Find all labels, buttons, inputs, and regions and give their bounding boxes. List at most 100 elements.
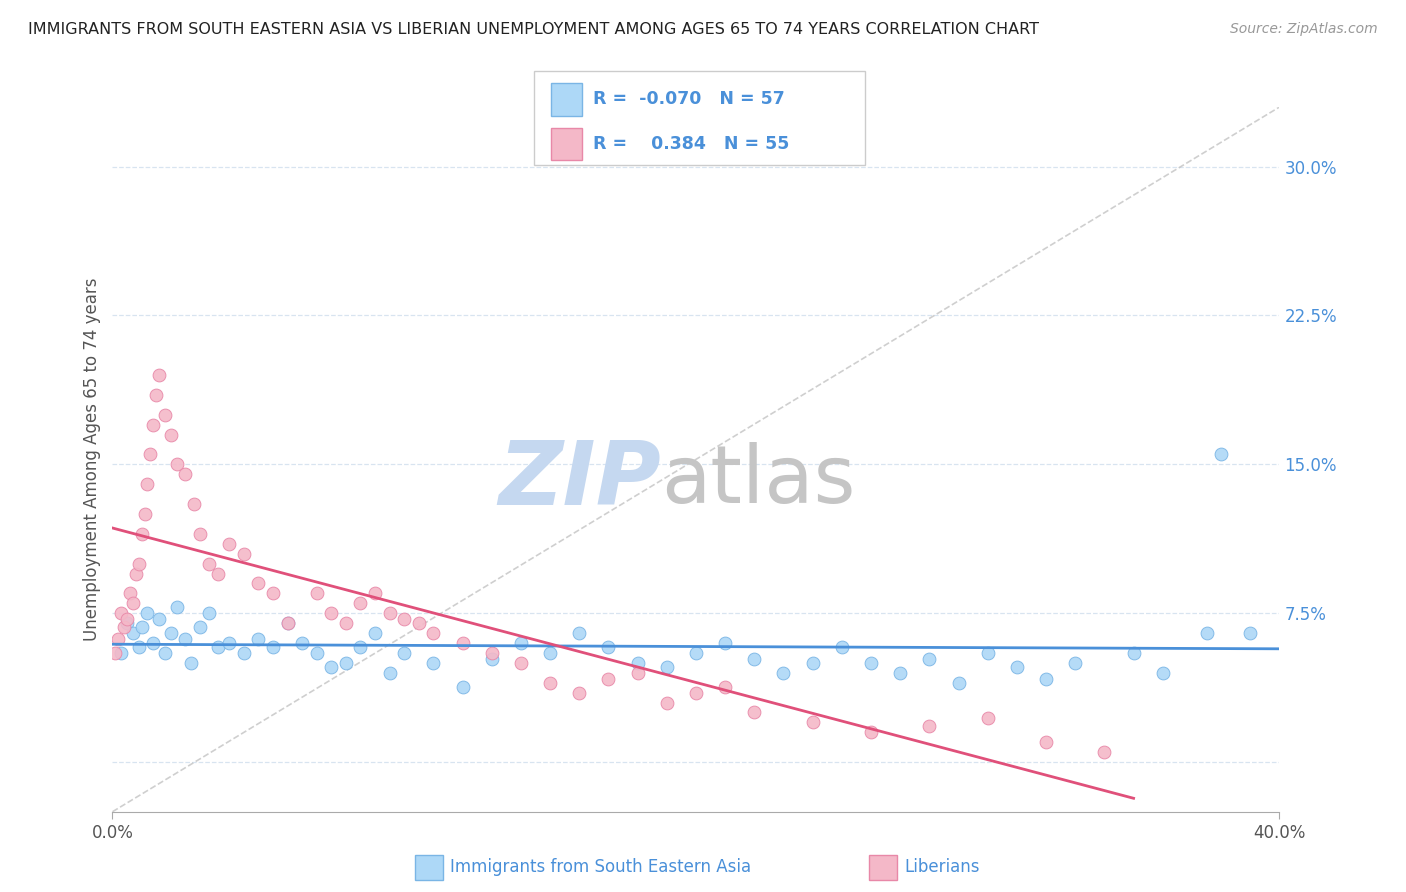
Point [174, 632, 197, 646]
Point [174, 467, 197, 482]
Point [801, 715, 824, 730]
Point [118, 586, 141, 600]
Point [232, 646, 254, 660]
Point [976, 646, 998, 660]
Point [859, 725, 883, 739]
Point [197, 606, 219, 620]
Point [160, 427, 183, 442]
Point [160, 626, 183, 640]
Point [305, 586, 328, 600]
Point [122, 596, 145, 610]
Point [481, 646, 503, 660]
Point [598, 672, 620, 686]
Text: atlas: atlas [661, 442, 855, 519]
Text: IMMIGRANTS FROM SOUTH EASTERN ASIA VS LIBERIAN UNEMPLOYMENT AMONG AGES 65 TO 74 : IMMIGRANTS FROM SOUTH EASTERN ASIA VS LI… [28, 22, 1039, 37]
Point [335, 616, 357, 631]
Point [364, 626, 387, 640]
Point [128, 640, 150, 654]
Point [136, 477, 159, 491]
Text: ZIP: ZIP [498, 437, 661, 524]
Point [321, 606, 343, 620]
Point [142, 636, 165, 650]
Point [1209, 447, 1232, 461]
Point [218, 537, 240, 551]
Text: R =  -0.070   N = 57: R = -0.070 N = 57 [593, 90, 785, 109]
Point [148, 368, 170, 382]
Point [153, 408, 176, 422]
Point [131, 526, 153, 541]
Point [422, 656, 444, 670]
Point [451, 680, 474, 694]
Point [948, 675, 970, 690]
Point [451, 636, 474, 650]
Point [291, 636, 314, 650]
Point [685, 646, 707, 660]
Point [509, 636, 531, 650]
Point [481, 652, 503, 666]
Point [772, 665, 794, 680]
Point [685, 685, 707, 699]
Point [1092, 745, 1115, 759]
Point [153, 646, 176, 660]
Point [148, 612, 170, 626]
Point [1122, 646, 1144, 660]
Point [335, 656, 357, 670]
Point [742, 706, 765, 720]
Point [145, 388, 167, 402]
Point [859, 656, 883, 670]
Point [1064, 656, 1087, 670]
Point [568, 626, 591, 640]
Point [122, 626, 145, 640]
Point [714, 680, 737, 694]
Point [276, 616, 298, 631]
Point [180, 656, 202, 670]
Point [422, 626, 444, 640]
Point [128, 557, 150, 571]
Point [276, 616, 298, 631]
Point [218, 636, 240, 650]
Point [110, 606, 132, 620]
Point [742, 652, 765, 666]
Point [655, 660, 678, 674]
Point [538, 675, 561, 690]
Point [378, 665, 401, 680]
Point [188, 526, 211, 541]
Point [568, 685, 591, 699]
Point [1239, 626, 1261, 640]
Point [110, 646, 132, 660]
Point [801, 656, 824, 670]
Point [378, 606, 401, 620]
Point [305, 646, 328, 660]
Point [1035, 672, 1057, 686]
Point [598, 640, 620, 654]
Point [349, 640, 371, 654]
Point [1195, 626, 1218, 640]
Point [142, 417, 165, 432]
Point [104, 646, 127, 660]
Point [538, 646, 561, 660]
Text: Liberians: Liberians [904, 858, 980, 876]
Point [115, 612, 138, 626]
Point [1035, 735, 1057, 749]
Point [197, 557, 219, 571]
Point [918, 719, 941, 733]
Point [112, 620, 135, 634]
Point [125, 566, 148, 581]
Point [115, 616, 138, 631]
Point [207, 640, 229, 654]
Text: R =    0.384   N = 55: R = 0.384 N = 55 [593, 136, 790, 153]
Point [1152, 665, 1174, 680]
Point [183, 497, 205, 511]
Point [349, 596, 371, 610]
Point [262, 586, 284, 600]
Point [134, 507, 156, 521]
Point [188, 620, 211, 634]
Point [655, 696, 678, 710]
Y-axis label: Unemployment Among Ages 65 to 74 years: Unemployment Among Ages 65 to 74 years [83, 277, 101, 641]
Point [918, 652, 941, 666]
Point [247, 632, 270, 646]
Text: Source: ZipAtlas.com: Source: ZipAtlas.com [1230, 22, 1378, 37]
Point [321, 660, 343, 674]
Point [107, 632, 129, 646]
Point [626, 665, 648, 680]
